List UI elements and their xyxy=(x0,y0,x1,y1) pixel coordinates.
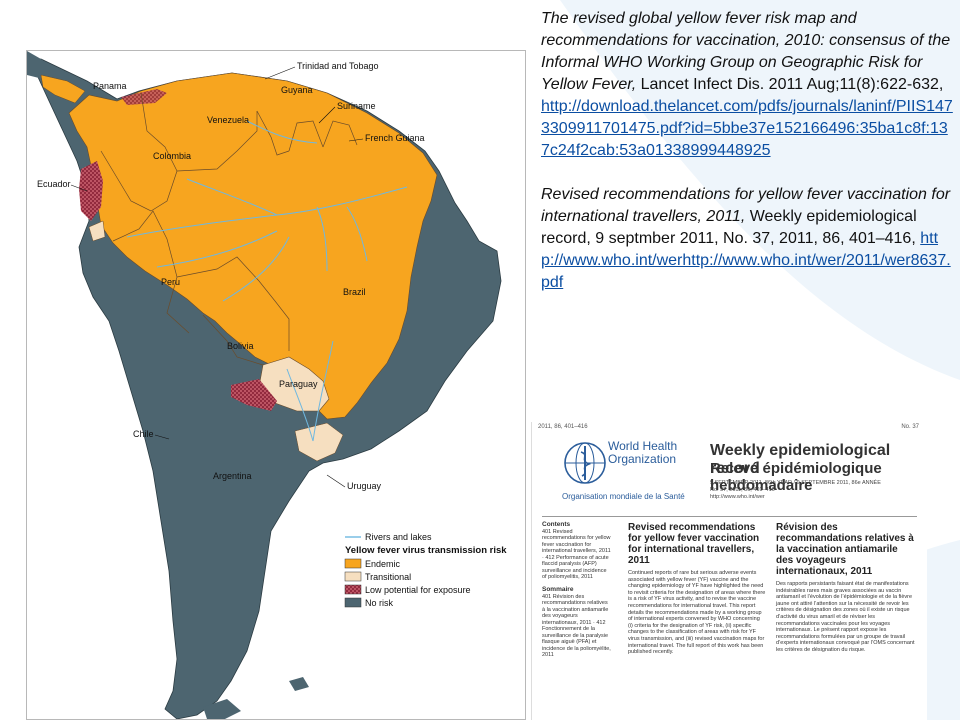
label-uruguay: Uruguay xyxy=(347,481,382,491)
who-org-name: World Health Organization xyxy=(608,440,677,466)
wer-divider xyxy=(542,516,917,517)
tierra-del-fuego xyxy=(203,699,241,719)
wer-issue-info: 9 SEPTEMBER 2011, 86th YEAR / 9 SEPTEMBR… xyxy=(710,480,910,501)
wer-title-fr: Relevé épidémiologique hebdomadaire xyxy=(710,460,882,494)
map-legend: Rivers and lakes Yellow fever virus tran… xyxy=(344,532,507,608)
label-guyana: Guyana xyxy=(281,85,313,95)
central-america xyxy=(27,51,57,81)
reference-2: Revised recommendations for yellow fever… xyxy=(541,184,956,294)
ref1-link[interactable]: http://download.thelancet.com/pdfs/journ… xyxy=(541,98,953,159)
wer-title-en: Weekly epidemiological record xyxy=(710,442,891,477)
endemic-zone xyxy=(68,72,438,420)
transitional-ecuador xyxy=(88,220,106,242)
wer-issue-line3: http://www.who.int/wer xyxy=(710,494,765,500)
who-name-line2: Organization xyxy=(608,452,677,466)
label-bolivia: Bolivia xyxy=(227,341,254,351)
wer-contents-title: Contents xyxy=(542,521,571,528)
ref2-link[interactable]: http://www.who.int/werhttp://www.who.int… xyxy=(541,230,951,291)
label-chile: Chile xyxy=(133,429,154,439)
who-name-line1: World Health xyxy=(608,439,678,453)
legend-no-risk: No risk xyxy=(365,598,394,608)
wer-issue-line2: No. 37, 2011, 86, 401–416 xyxy=(710,487,775,493)
reference-list: The revised global yellow fever risk map… xyxy=(541,8,956,294)
label-panama: Panama xyxy=(93,81,127,91)
wer-article-body-fr: Des rapports persistants faisant état de… xyxy=(776,581,915,653)
wer-issue-line1: 9 SEPTEMBER 2011, 86th YEAR / 9 SEPTEMBR… xyxy=(710,480,881,486)
ref2-title: Revised recommendations for yellow fever… xyxy=(541,186,951,225)
wer-article-title-en: Revised recommendations for yellow fever… xyxy=(628,522,760,566)
wer-document-thumbnail: 2011, 86, 401–416 No. 37 World Health Or… xyxy=(531,422,927,720)
label-trinidad: Trinidad and Tobago xyxy=(297,61,379,71)
panama-endemic xyxy=(40,74,86,104)
wer-article-title-fr: Révision des recommandations relatives à… xyxy=(776,522,914,577)
map-svg: Trinidad and Tobago Panama Guyana Venezu… xyxy=(27,51,507,719)
legend-title: Yellow fever virus transmission risk xyxy=(345,545,507,556)
label-peru: Peru xyxy=(161,277,180,287)
yellow-fever-risk-map: Trinidad and Tobago Panama Guyana Venezu… xyxy=(26,50,526,720)
label-suriname: Suriname xyxy=(337,101,376,111)
wer-contents-body: 401 Revised recommendations for yellow f… xyxy=(542,528,611,581)
country-borders xyxy=(100,92,358,366)
wer-sommaire-body: 401 Révision des recommandations relativ… xyxy=(542,593,611,659)
low-potential-venezuela-coast xyxy=(121,89,167,105)
reference-1: The revised global yellow fever risk map… xyxy=(541,8,956,162)
label-brazil: Brazil xyxy=(343,287,366,297)
legend-rivers: Rivers and lakes xyxy=(365,532,432,542)
transitional-south-brazil xyxy=(294,422,344,462)
legend-low: Low potential for exposure xyxy=(365,585,471,595)
wer-article-en: Revised recommendations for yellow fever… xyxy=(628,522,766,656)
wer-header-right: No. 37 xyxy=(901,424,919,430)
label-colombia: Colombia xyxy=(153,151,191,161)
who-org-name-fr: Organisation mondiale de la Santé xyxy=(562,492,685,501)
label-venezuela: Venezuela xyxy=(207,115,249,125)
wer-sommaire-title: Sommaire xyxy=(542,586,574,593)
low-potential-ecuador xyxy=(79,161,103,221)
wer-article-body-en: Continued reports of rare but serious ad… xyxy=(628,570,766,656)
ref1-title: The revised global yellow fever risk map… xyxy=(541,10,951,93)
who-logo-icon xyxy=(564,442,606,484)
wer-article-fr: Révision des recommandations relatives à… xyxy=(776,522,916,654)
legend-endemic: Endemic xyxy=(365,559,401,569)
legend-transitional: Transitional xyxy=(365,572,411,582)
wer-contents: Contents 401 Revised recommendations for… xyxy=(542,521,612,659)
label-ecuador: Ecuador xyxy=(37,179,71,189)
low-potential-argentina xyxy=(231,379,277,411)
label-french-guiana: French Guiana xyxy=(365,133,425,143)
ref1-citation: Lancet Infect Dis. 2011 Aug;11(8):622-63… xyxy=(640,76,944,93)
wer-header-left: 2011, 86, 401–416 xyxy=(538,424,588,430)
label-argentina: Argentina xyxy=(213,471,252,481)
label-paraguay: Paraguay xyxy=(279,379,318,389)
falkland-islands xyxy=(289,677,309,691)
rivers xyxy=(126,120,408,442)
ref2-citation: Weekly epidemiological record, 9 septmbe… xyxy=(541,208,917,247)
